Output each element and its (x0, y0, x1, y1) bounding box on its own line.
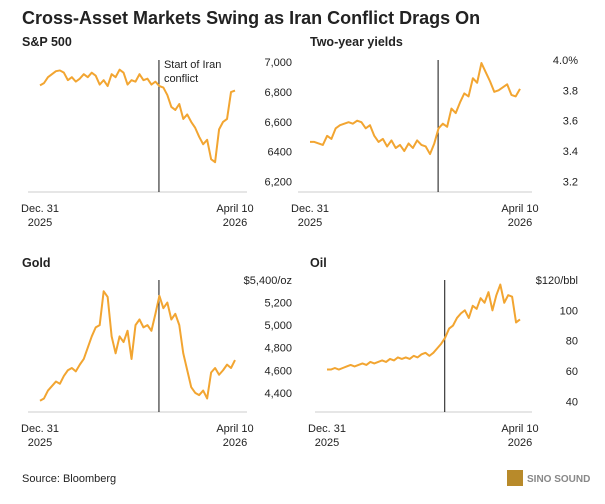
x-tick-label: Dec. 312025 (21, 423, 59, 449)
y-tick-label: 100 (560, 305, 578, 317)
y-tick-label: 7,000 (264, 57, 292, 69)
y-tick-label: 3.6 (563, 116, 578, 128)
x-tick-label: April 102026 (501, 203, 538, 229)
page-title: Cross-Asset Markets Swing as Iran Confli… (22, 8, 480, 28)
y-tick-label: 80 (566, 336, 578, 348)
y-tick-label: 6,600 (264, 117, 292, 129)
y-tick-label: 4,600 (264, 365, 292, 377)
y-tick-label: 6,200 (264, 177, 292, 189)
y-tick-label: $5,400/oz (244, 275, 292, 287)
y-tick-label: 5,200 (264, 298, 292, 310)
y-tick-label: 4,800 (264, 343, 292, 355)
panel-title: Oil (310, 256, 327, 270)
panel-title: S&P 500 (22, 35, 72, 49)
price-line (310, 63, 520, 154)
x-tick-label: Dec. 312025 (291, 203, 329, 229)
price-line (40, 291, 235, 400)
y-tick-label: 4,400 (264, 388, 292, 400)
y-tick-label: 3.8 (563, 85, 578, 97)
x-tick-label: Dec. 312025 (21, 203, 59, 229)
y-tick-label: 3.2 (563, 176, 578, 188)
logo-icon (507, 470, 523, 486)
x-tick-label: April 102026 (216, 203, 253, 229)
annotation: Start of Iranconflict (164, 59, 221, 85)
y-tick-label: 6,800 (264, 87, 292, 99)
y-tick-label: 60 (566, 366, 578, 378)
x-tick-label: April 102026 (216, 423, 253, 449)
panel-title: Gold (22, 256, 50, 270)
source: Source: Bloomberg (22, 473, 116, 485)
price-line (40, 70, 235, 162)
y-tick-label: 4.0% (553, 55, 578, 67)
panel-title: Two-year yields (310, 35, 403, 49)
y-tick-label: 5,000 (264, 320, 292, 332)
y-tick-label: 3.4 (563, 146, 578, 158)
y-tick-label: $120/bbl (536, 275, 578, 287)
y-tick-label: 40 (566, 396, 578, 408)
price-line (327, 285, 520, 370)
x-tick-label: April 102026 (501, 423, 538, 449)
watermark: SINO SOUND (527, 474, 590, 485)
y-tick-label: 6400 (268, 147, 292, 159)
x-tick-label: Dec. 312025 (308, 423, 346, 449)
